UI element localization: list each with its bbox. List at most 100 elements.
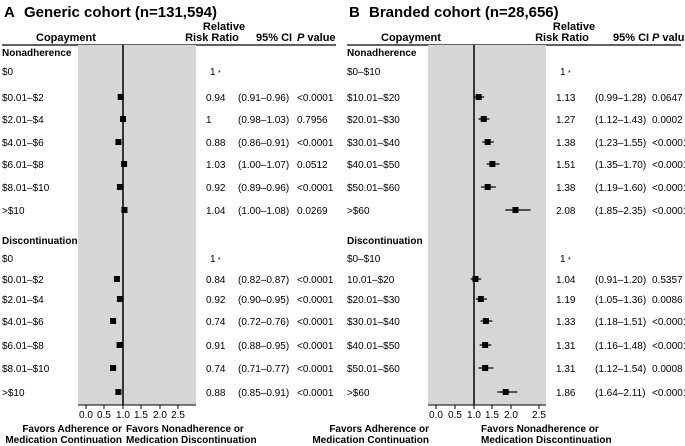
ci-value: (1.00–1.08): [238, 206, 289, 217]
header-copayment: Copayment: [36, 32, 96, 44]
x-tick-label: 0.0: [79, 410, 93, 421]
row-label: $4.01–$6: [2, 138, 44, 149]
p-value: 0.5357: [652, 275, 683, 286]
rr-value: 0.92: [206, 183, 226, 194]
header-p-italic: P: [297, 32, 305, 44]
rr-value: 1.31: [556, 364, 576, 375]
point-estimate-marker: [116, 184, 123, 190]
point-estimate-marker: [121, 207, 128, 213]
rr-value: 0.74: [206, 364, 226, 375]
point-estimate-marker: [116, 296, 123, 302]
header-95-ci: 95% CI: [613, 32, 649, 44]
ci-value: (0.98–1.03): [238, 115, 289, 126]
rr-value: 0.88: [206, 138, 226, 149]
ci-value: (1.85–2.35): [595, 206, 646, 217]
rr-value: 1.33: [556, 317, 576, 328]
rr-value: 1: [210, 254, 216, 265]
header-risk-ratio: Risk Ratio: [535, 32, 589, 44]
reference-marker: *: [218, 70, 221, 77]
ci-value: (0.99–1.28): [595, 93, 646, 104]
rr-value: 1.86: [556, 388, 576, 399]
header-relative: Relative: [553, 21, 595, 33]
point-estimate-marker: [115, 139, 122, 145]
row-label: >$10: [2, 206, 25, 217]
ci-value: (1.23–1.55): [595, 138, 646, 149]
row-label: >$10: [2, 388, 25, 399]
rr-value: 1: [210, 67, 216, 78]
p-value: <0.0001: [297, 93, 334, 104]
header-p-italic: P: [652, 32, 660, 44]
plot-background: [78, 45, 196, 405]
row-label: $4.01–$6: [2, 317, 44, 328]
panel-label: A: [4, 4, 15, 21]
row-label: $6.01–$8: [2, 341, 44, 352]
row-label: $50.01–$60: [347, 183, 400, 194]
rr-value: 1.13: [556, 93, 576, 104]
p-value: 0.0269: [297, 206, 328, 217]
row-label: $0.01–$2: [2, 275, 44, 286]
ci-value: (0.88–0.95): [238, 341, 289, 352]
point-estimate-marker: [115, 389, 122, 395]
p-value: 0.0008: [652, 364, 683, 375]
point-estimate-marker: [502, 389, 509, 395]
x-tick-label: 1.0: [467, 410, 481, 421]
rr-value: 1: [206, 115, 212, 126]
rr-value: 1.04: [206, 206, 226, 217]
p-value: 0.0086: [652, 295, 683, 306]
ci-value: (0.85–0.91): [238, 388, 289, 399]
plot-background: [428, 45, 546, 405]
x-tick-label: 2.0: [153, 410, 167, 421]
ci-value: (1.05–1.36): [595, 295, 646, 306]
p-value: <0.0001: [652, 341, 685, 352]
ci-value: (0.82–0.87): [238, 275, 289, 286]
rr-value: 0.91: [206, 341, 226, 352]
ci-value: (1.16–1.48): [595, 341, 646, 352]
ci-value: (0.89–0.96): [238, 183, 289, 194]
p-value: <0.0001: [297, 317, 334, 328]
right-caption-line: Medication Discontinuation: [481, 435, 612, 446]
row-label: $6.01–$8: [2, 160, 44, 171]
group-heading: Discontinuation: [347, 236, 423, 247]
rr-value: 1.51: [556, 160, 576, 171]
row-label: 10.01–$20: [347, 275, 395, 286]
p-value: <0.0001: [297, 388, 334, 399]
rr-value: 2.08: [556, 206, 576, 217]
p-value: <0.0001: [297, 275, 334, 286]
point-estimate-marker: [472, 276, 479, 282]
p-value: <0.0001: [652, 183, 685, 194]
x-tick-label: 0.0: [429, 410, 443, 421]
p-value: 0.7956: [297, 115, 328, 126]
group-heading: Nonadherence: [2, 48, 72, 59]
row-label: $30.01–$40: [347, 317, 400, 328]
row-label: >$60: [347, 206, 370, 217]
reference-marker: *: [568, 70, 571, 77]
rr-value: 1.04: [556, 275, 576, 286]
rr-value: 0.94: [206, 93, 226, 104]
rr-value: 1.03: [206, 160, 226, 171]
group-heading: Nonadherence: [347, 48, 417, 59]
p-value: <0.0001: [297, 183, 334, 194]
right-caption-line: Favors Nonadherence or: [481, 424, 599, 435]
p-value: <0.0001: [297, 364, 334, 375]
rr-value: 1.19: [556, 295, 576, 306]
row-label: $40.01–$50: [347, 160, 400, 171]
ci-value: (1.19–1.60): [595, 183, 646, 194]
p-value: 0.0002: [652, 115, 683, 126]
left-caption-line: Medication Continuation: [5, 435, 122, 446]
row-label: $40.01–$50: [347, 341, 400, 352]
point-estimate-marker: [489, 161, 496, 167]
x-tick-label: 1.0: [116, 410, 130, 421]
point-estimate-marker: [116, 342, 123, 348]
ci-value: (1.12–1.54): [595, 364, 646, 375]
x-tick-label: 2.5: [532, 410, 546, 421]
rr-value: 1.27: [556, 115, 576, 126]
point-estimate-marker: [113, 276, 120, 282]
panel-title: Branded cohort (n=28,656): [369, 4, 559, 21]
left-caption-line: Favors Adherence or: [329, 424, 429, 435]
row-label: $10.01–$20: [347, 93, 400, 104]
ci-value: (1.35–1.70): [595, 160, 646, 171]
row-label: $20.01–$30: [347, 115, 400, 126]
row-label: >$60: [347, 388, 370, 399]
p-value: <0.0001: [652, 138, 685, 149]
